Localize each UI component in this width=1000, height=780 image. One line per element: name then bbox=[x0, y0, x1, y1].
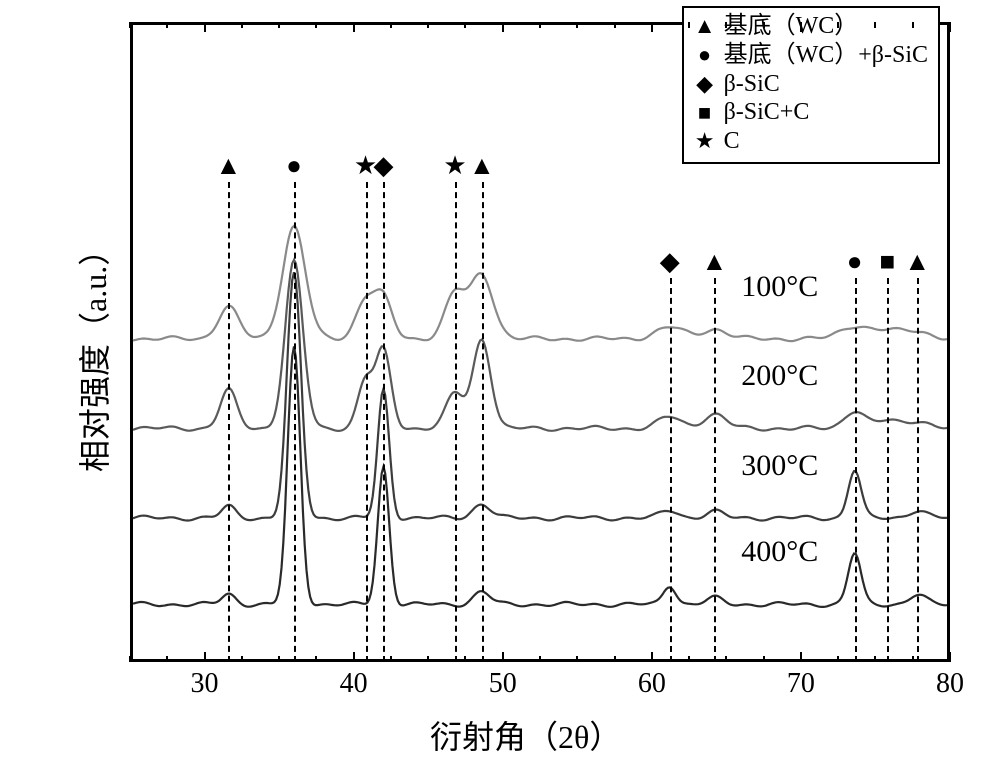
legend-label: β-SiC bbox=[724, 70, 780, 99]
xtick-minor-top bbox=[278, 22, 280, 28]
xtick-minor bbox=[315, 656, 317, 662]
xtick-minor-top bbox=[576, 22, 578, 28]
legend-label: β-SiC+C bbox=[724, 98, 810, 127]
x-axis-label: 衍射角（2θ） bbox=[430, 712, 621, 758]
xtick-minor-top bbox=[725, 22, 727, 28]
reference-line bbox=[887, 278, 889, 662]
xtick-minor bbox=[874, 656, 876, 662]
xtick-major bbox=[949, 652, 951, 662]
series-label: 300°C bbox=[741, 449, 818, 483]
xtick-minor bbox=[614, 656, 616, 662]
xtick-minor bbox=[166, 656, 168, 662]
legend-symbol: ▲ bbox=[694, 13, 716, 39]
xtick-minor bbox=[725, 656, 727, 662]
reference-line bbox=[917, 278, 919, 662]
peak-marker: ▲ bbox=[469, 153, 495, 179]
xtick-label: 80 bbox=[920, 668, 980, 700]
xtick-major bbox=[651, 652, 653, 662]
xtick-label: 30 bbox=[175, 668, 235, 700]
xrd-curve bbox=[133, 260, 947, 431]
xtick-minor-top bbox=[837, 22, 839, 28]
legend-symbol: ◆ bbox=[694, 71, 716, 97]
xtick-label: 70 bbox=[771, 668, 831, 700]
xtick-minor-top bbox=[763, 22, 765, 28]
xtick-minor-top bbox=[539, 22, 541, 28]
xtick-minor bbox=[912, 656, 914, 662]
series-label: 100°C bbox=[741, 270, 818, 304]
legend-label: 基底（WC）+β-SiC bbox=[724, 41, 928, 70]
xrd-curve bbox=[133, 272, 947, 520]
xtick-minor bbox=[241, 656, 243, 662]
xtick-minor-top bbox=[129, 22, 131, 28]
legend-item: ■ β-SiC+C bbox=[694, 98, 928, 127]
xtick-major bbox=[204, 652, 206, 662]
xtick-minor-top bbox=[241, 22, 243, 28]
reference-line bbox=[294, 182, 296, 662]
xtick-minor-top bbox=[390, 22, 392, 28]
reference-line bbox=[383, 182, 385, 662]
peak-marker: ■ bbox=[880, 249, 896, 275]
legend-item: ★C bbox=[694, 127, 928, 156]
legend: ▲基底（WC）●基底（WC）+β-SiC◆β-SiC■β-SiC+C★C bbox=[682, 6, 940, 164]
xtick-minor-top bbox=[874, 22, 876, 28]
reference-line bbox=[670, 278, 672, 662]
peak-marker: ▲ bbox=[216, 153, 242, 179]
xtick-major-top bbox=[800, 22, 802, 32]
peak-marker: ▲ bbox=[904, 249, 930, 275]
xtick-major-top bbox=[204, 22, 206, 32]
reference-line bbox=[455, 182, 457, 662]
xtick-label: 50 bbox=[473, 668, 533, 700]
xtick-minor bbox=[278, 656, 280, 662]
reference-line bbox=[366, 182, 368, 662]
xtick-label: 60 bbox=[622, 668, 682, 700]
legend-item: ● 基底（WC）+β-SiC bbox=[694, 41, 928, 70]
xtick-minor-top bbox=[912, 22, 914, 28]
xtick-major-top bbox=[502, 22, 504, 32]
peak-marker: ★ bbox=[443, 153, 466, 179]
xtick-minor-top bbox=[688, 22, 690, 28]
legend-symbol: ★ bbox=[694, 128, 716, 154]
xrd-figure: 相对强度（a.u.） 衍射角（2θ） ▲基底（WC）●基底（WC）+β-SiC◆… bbox=[0, 0, 1000, 780]
xrd-curve bbox=[133, 347, 947, 607]
peak-marker: ◆ bbox=[660, 249, 680, 275]
reference-line bbox=[714, 278, 716, 662]
legend-label: C bbox=[724, 127, 740, 156]
xtick-minor bbox=[576, 656, 578, 662]
legend-item: ◆ β-SiC bbox=[694, 70, 928, 99]
xtick-major-top bbox=[651, 22, 653, 32]
xtick-minor-top bbox=[614, 22, 616, 28]
reference-line bbox=[482, 182, 484, 662]
xtick-minor-top bbox=[427, 22, 429, 28]
xtick-minor bbox=[390, 656, 392, 662]
xtick-minor-top bbox=[315, 22, 317, 28]
peak-marker: ▲ bbox=[702, 249, 728, 275]
xtick-minor bbox=[427, 656, 429, 662]
xtick-label: 40 bbox=[324, 668, 384, 700]
legend-item: ▲基底（WC） bbox=[694, 12, 928, 41]
xtick-minor bbox=[464, 656, 466, 662]
series-label: 200°C bbox=[741, 359, 818, 393]
y-axis-label: 相对强度（a.u.） bbox=[70, 234, 116, 472]
xtick-major bbox=[800, 652, 802, 662]
peak-marker: ● bbox=[286, 153, 302, 179]
xrd-curve bbox=[133, 226, 947, 341]
reference-line bbox=[855, 278, 857, 662]
xtick-major bbox=[353, 652, 355, 662]
peak-marker: ● bbox=[847, 249, 863, 275]
xtick-minor bbox=[763, 656, 765, 662]
reference-line bbox=[228, 182, 230, 662]
legend-symbol: ■ bbox=[694, 100, 716, 126]
legend-symbol: ● bbox=[694, 42, 716, 68]
peak-marker: ◆ bbox=[373, 153, 393, 179]
xtick-major-top bbox=[949, 22, 951, 32]
series-label: 400°C bbox=[741, 535, 818, 569]
xtick-minor-top bbox=[464, 22, 466, 28]
xtick-minor bbox=[688, 656, 690, 662]
xtick-minor bbox=[129, 656, 131, 662]
xtick-minor bbox=[539, 656, 541, 662]
xtick-major bbox=[502, 652, 504, 662]
xtick-major-top bbox=[353, 22, 355, 32]
xtick-minor-top bbox=[166, 22, 168, 28]
xtick-minor bbox=[837, 656, 839, 662]
